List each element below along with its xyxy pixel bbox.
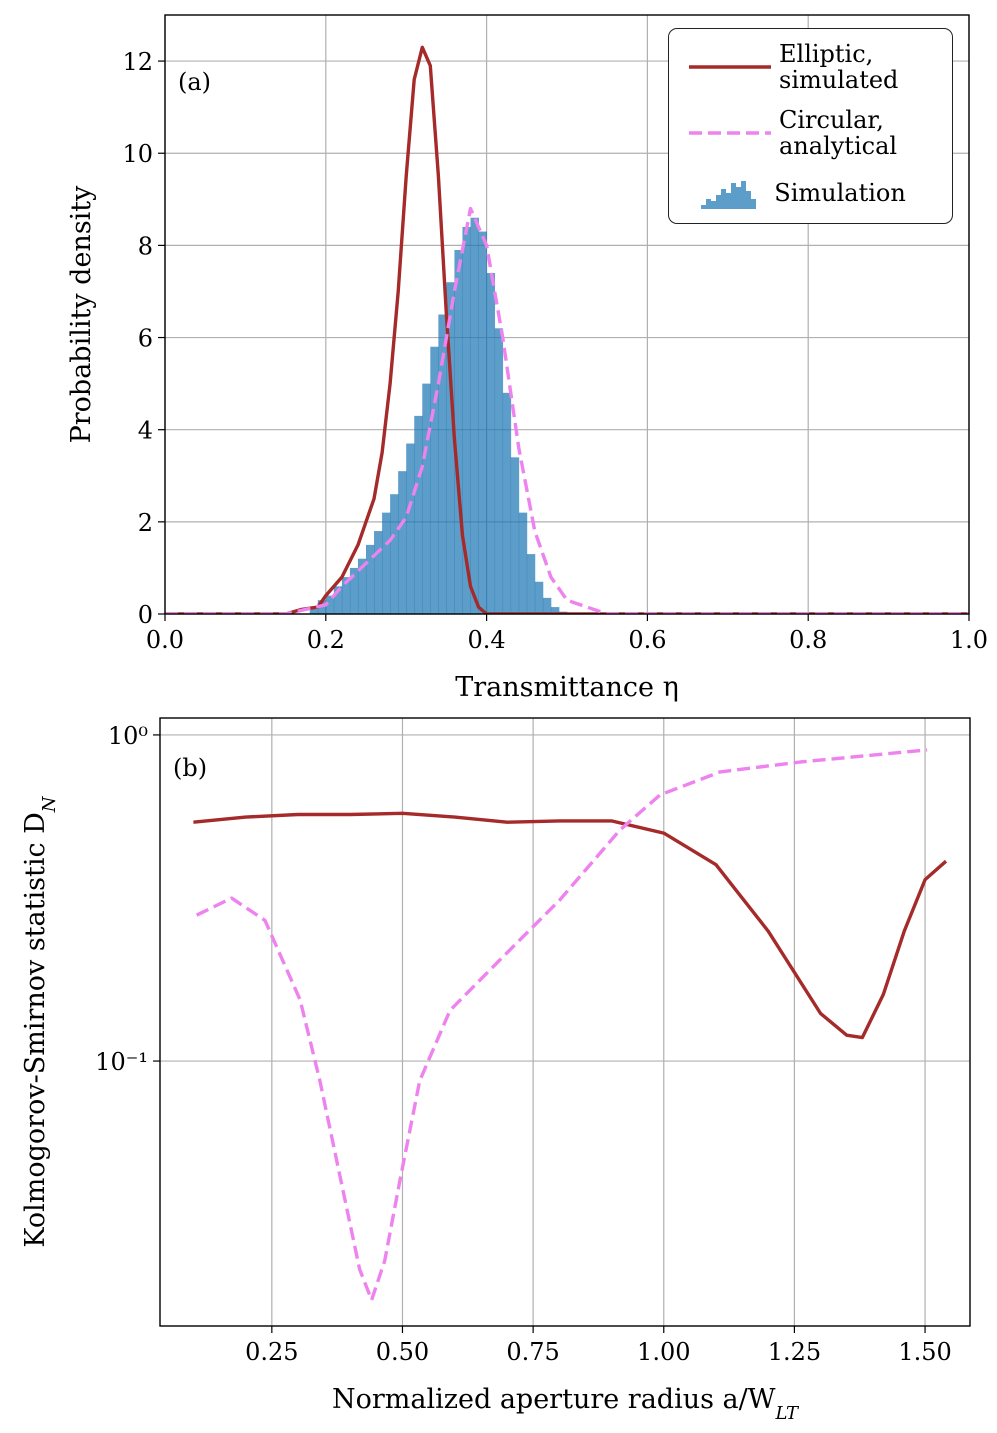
x-tick-label: 0.2 [307,626,345,654]
y-tick-label: 12 [122,48,153,76]
legend: Elliptic, simulated Circular, analytical S… [668,28,953,224]
histogram-bar [366,544,375,614]
y-tick-label: 10 [122,140,153,168]
legend-icon [701,181,756,209]
legend-entry: Simulation [683,173,940,213]
x-tick-label: 0.4 [468,626,506,654]
y-tick-label: 8 [138,232,153,260]
histogram-bar [341,577,351,614]
histogram-bar [398,471,407,614]
y-axis-label: Probability density [66,185,97,444]
y-tick-label: 0 [138,601,153,629]
histogram-bar [462,226,471,614]
x-tick-label: 0.25 [245,1338,298,1366]
y-tick-label: 10⁰ [108,722,148,750]
axes-frame [159,717,971,1327]
histogram-bar [478,231,487,614]
legend-label: Circular, analytical [779,106,898,160]
x-axis-label: Normalized aperture radius a/WLT [332,1384,800,1424]
histogram-bar [542,597,552,614]
x-axis-label: Transmittance η [455,672,679,703]
histogram-bar [486,273,496,614]
histogram-bar [357,558,367,614]
y-tick-label: 2 [138,509,153,537]
histogram-bar [438,314,447,614]
histogram-bar [325,595,335,614]
histogram-bar [309,607,319,614]
histogram-bar [406,443,415,614]
legend-label: Simulation [774,179,906,207]
legend-entry: Circular, analytical [683,107,940,159]
histogram-bar [349,567,359,614]
histogram-bar [446,282,455,614]
line [165,45,969,614]
panel-label: (a) [178,68,211,96]
histogram-bar [518,512,528,614]
histogram-bar [390,494,399,614]
histogram-bar [430,346,439,614]
legend-icon [689,65,771,69]
x-tick-label: 0.6 [628,626,666,654]
x-tick-label: 1.50 [898,1338,951,1366]
legend-entry: Elliptic, simulated [683,41,940,93]
axes-frame [164,14,970,615]
histogram-bar [454,249,463,614]
x-tick-label: 0.50 [376,1338,429,1366]
histogram-bar [470,217,479,614]
y-tick-label: 10⁻¹ [95,1048,148,1076]
histogram [309,217,568,614]
histogram-bar [494,328,504,614]
histogram-bar [414,415,423,614]
histogram-bar [502,392,512,614]
y-tick-label: 6 [138,325,153,353]
x-tick-label: 0.8 [789,626,827,654]
histogram-bar [333,586,343,614]
histogram-bar [510,457,520,614]
panel-label: (b) [173,754,207,782]
legend-icon [689,131,771,135]
x-tick-label: 1.00 [637,1338,690,1366]
x-tick-label: 0.0 [146,626,184,654]
histogram-bar [374,531,383,614]
histogram-bar [422,383,431,614]
histogram-bar [382,512,391,614]
line [195,748,928,1302]
y-axis-label: Kolmogorov-Smirnov statistic DN [20,795,60,1247]
histogram-bar [534,581,544,614]
legend-label: Elliptic, simulated [779,40,899,94]
y-tick-label: 4 [138,417,153,445]
x-tick-label: 0.75 [506,1338,559,1366]
line [165,206,969,614]
histogram-bar [550,607,560,614]
line [193,811,948,1040]
x-tick-label: 1.25 [768,1338,821,1366]
legend-swatch [701,181,756,209]
x-tick-label: 1.0 [950,626,988,654]
histogram-bar [526,554,536,614]
